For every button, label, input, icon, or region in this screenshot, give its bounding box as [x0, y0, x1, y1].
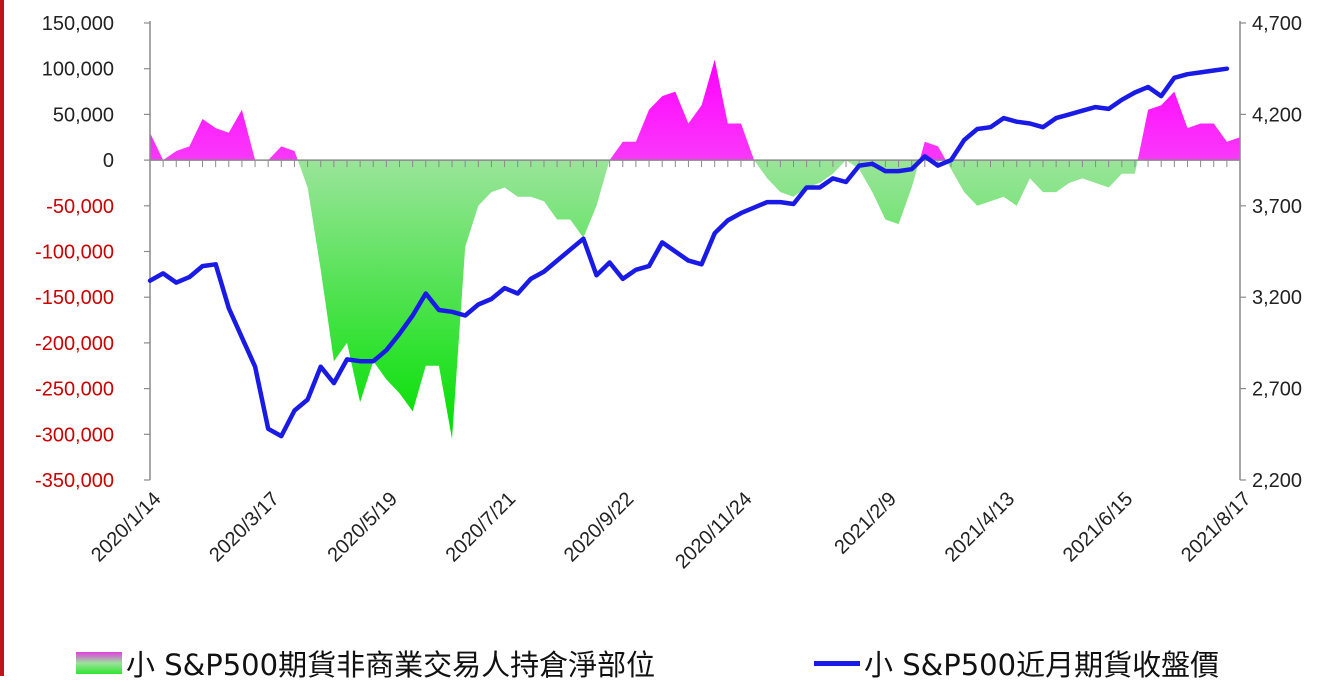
x-axis-tick-label: 2021/6/15 [1059, 488, 1137, 566]
right-axis-tick-label: 4,700 [1252, 13, 1302, 35]
x-axis-tick-label: 2020/9/22 [560, 488, 638, 566]
x-axis-tick-label: 2020/3/17 [205, 488, 283, 566]
legend-line-label: 小 S&P500近月期貨收盤價 [864, 648, 1220, 682]
legend-area-label: 小 S&P500期貨非商業交易人持倉淨部位 [126, 648, 656, 682]
legend-item-net-position: 小 S&P500期貨非商業交易人持倉淨部位 [76, 642, 655, 684]
left-axis-tick-label: -350,000 [35, 470, 114, 492]
right-axis-tick-label: 2,200 [1252, 470, 1302, 492]
left-axis-tick-label: 0 [103, 150, 114, 172]
left-axis-tick-label: 100,000 [42, 59, 114, 81]
net-position-negative-area [150, 160, 1240, 439]
right-axis-tick-labels: 4,700 4,200 3,700 3,200 2,700 2,200 [1252, 13, 1302, 492]
x-axis-tick-label: 2021/8/17 [1177, 488, 1255, 566]
x-axis-tick-label: 2020/1/14 [87, 488, 165, 566]
legend-line-swatch [814, 660, 860, 666]
x-axis-tick-label: 2020/5/19 [323, 488, 401, 566]
net-position-positive-area [150, 59, 1240, 160]
legend-item-close-price: 小 S&P500近月期貨收盤價 [814, 642, 1219, 684]
axes [144, 21, 1246, 481]
x-axis-tick-label: 2021/4/13 [941, 488, 1019, 566]
left-axis-tick-label: -200,000 [35, 333, 114, 355]
right-axis-tick-label: 2,700 [1252, 379, 1302, 401]
left-axis-tick-label: -150,000 [35, 287, 114, 309]
left-axis-tick-label: 150,000 [42, 13, 114, 35]
left-axis-tick-label: -50,000 [46, 196, 114, 218]
net-position-area [150, 59, 1240, 439]
close-price-line-group [147, 66, 1230, 439]
right-axis-tick-label: 3,700 [1252, 196, 1302, 218]
x-axis-tick-label: 2020/7/21 [442, 488, 520, 566]
left-axis-tick-labels: 150,000 100,000 50,000 0 -50,000 -100,000 -150… [35, 13, 114, 492]
left-border [0, 0, 4, 676]
x-axis-tick-label: 2021/2/9 [830, 488, 901, 559]
x-axis-tick-labels: 2020/1/14 2020/3/17 2020/5/19 2020/7/21 2020… [87, 488, 1255, 573]
right-axis-tick-label: 4,200 [1252, 104, 1302, 126]
left-axis-tick-label: -100,000 [35, 242, 114, 264]
legend: 小 S&P500期貨非商業交易人持倉淨部位 小 S&P500近月期貨收盤價 [0, 640, 1340, 682]
left-axis-tick-label: -250,000 [35, 379, 114, 401]
left-axis-tick-label: -300,000 [35, 424, 114, 446]
legend-area-swatch [76, 652, 122, 674]
x-axis-tick-label: 2020/11/24 [671, 488, 756, 573]
left-axis-tick-label: 50,000 [53, 104, 114, 126]
right-axis-tick-label: 3,200 [1252, 287, 1302, 309]
close-price-line [147, 66, 1230, 439]
